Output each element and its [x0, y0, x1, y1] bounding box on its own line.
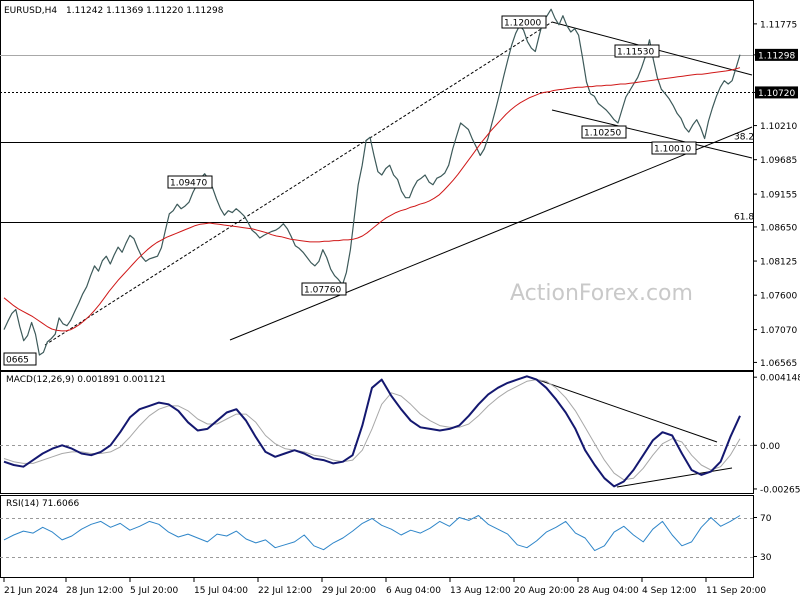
rsi-series [0, 515, 753, 558]
macd-label: MACD(12,26,9) 0.001891 0.001121 [6, 375, 166, 385]
price-levels: 38.2 61.8 [0, 55, 754, 223]
fib-label: 61.8 [734, 213, 754, 223]
annotation-box [501, 15, 547, 29]
price-series [3, 8, 741, 356]
x-axis-ticks: 21 Jun 2024 28 Jun 12:00 5 Jul 20:00 15 Jul… [3, 578, 766, 596]
falling-channel-lower [551, 109, 753, 159]
annotation-label: 1.10010 [654, 145, 691, 155]
current-price-box [755, 48, 798, 61]
y-tick-label: 1.07600 [760, 292, 797, 302]
x-tick-label: 6 Aug 04:00 [386, 586, 441, 596]
x-tick-label: 4 Sep 12:00 [642, 586, 697, 596]
annotation-box [614, 44, 660, 58]
x-tick-label: 5 Jul 20:00 [130, 586, 179, 596]
annotation-label: 1.07760 [304, 286, 341, 296]
annotation-box [3, 352, 37, 366]
annotation-box [301, 282, 347, 296]
fib-label: 38.2 [734, 133, 754, 143]
x-tick-label: 29 Jul 20:00 [322, 586, 376, 596]
y-tick-label: 1.07070 [760, 326, 797, 336]
annotation-label: 1.12000 [504, 19, 541, 29]
annotation-box [167, 175, 213, 189]
price-header-symbol: EURUSD,H4 [4, 6, 57, 16]
current-price-label: 1.10720 [758, 89, 795, 99]
annotation-label: 0665 [6, 356, 29, 366]
rsi-label: RSI(14) 71.6066 [6, 499, 79, 509]
ma-line [3, 67, 741, 332]
macd-main-line [3, 375, 741, 488]
moving-average-series [3, 67, 741, 332]
annotation-box [581, 125, 627, 139]
annotation-box [651, 141, 697, 155]
price-header-ohlc: 1.11242 1.11369 1.11220 1.11298 [66, 6, 224, 16]
macd-divergence-lower [616, 467, 733, 488]
channel-trendline-upper [44, 21, 553, 346]
support-trendline [229, 126, 753, 341]
macd-signal-line [3, 379, 741, 481]
rsi-y-tick-label: 70 [760, 514, 772, 524]
x-tick-label: 22 Jul 12:00 [258, 586, 312, 596]
annotation-label: 1.10250 [584, 129, 621, 139]
x-tick-label: 15 Jul 04:00 [194, 586, 248, 596]
annotation-label: 1.11530 [617, 48, 654, 58]
price-line [3, 8, 741, 356]
macd-pane-frame [0, 371, 754, 494]
x-tick-label: 28 Jun 12:00 [66, 586, 123, 596]
y-tick-label: 1.08125 [760, 258, 797, 268]
watermark: ActionForex.com [510, 281, 693, 306]
macd-divergence-upper [529, 376, 718, 443]
x-tick-label: 20 Aug 20:00 [514, 586, 575, 596]
price-pane-frame [0, 0, 754, 371]
y-tick-label: 1.09685 [760, 156, 797, 166]
x-tick-label: 21 Jun 2024 [4, 586, 58, 596]
macd-y-tick-label: -0.002656 [760, 485, 800, 495]
y-tick-label: 1.08650 [760, 223, 797, 233]
rsi-y-tick-label: 30 [760, 553, 772, 563]
rsi-line [3, 515, 741, 552]
x-tick-label: 11 Sep 20:00 [706, 586, 766, 596]
annotation-label: 1.09470 [170, 179, 207, 189]
macd-series [0, 375, 753, 488]
macd-y-tick-label: 0.004148 [760, 374, 800, 384]
y-axis-ticks: 1.11775 1.11298 1.10720 1.10210 1.09685 1.091… [753, 20, 800, 563]
trendlines [44, 21, 753, 488]
x-tick-label: 28 Aug 04:00 [578, 586, 639, 596]
current-price-label: 1.11298 [758, 51, 795, 61]
x-tick-label: 13 Aug 12:00 [450, 586, 511, 596]
y-tick-label: 1.11775 [760, 20, 797, 30]
y-tick-label: 1.10210 [760, 122, 797, 132]
current-price-box [755, 86, 798, 99]
price-annotations: 1.12000 1.11530 1.10250 1.10010 1.09470 1.077… [3, 15, 697, 366]
macd-y-tick-label: 0.00 [760, 442, 780, 452]
y-tick-label: 1.06565 [760, 359, 797, 369]
rsi-pane-frame [0, 495, 754, 578]
y-tick-label: 1.09155 [760, 191, 797, 201]
